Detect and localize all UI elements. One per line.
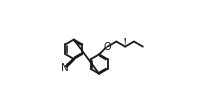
Polygon shape bbox=[124, 38, 126, 47]
Text: O: O bbox=[104, 42, 111, 52]
Text: N: N bbox=[61, 63, 69, 73]
